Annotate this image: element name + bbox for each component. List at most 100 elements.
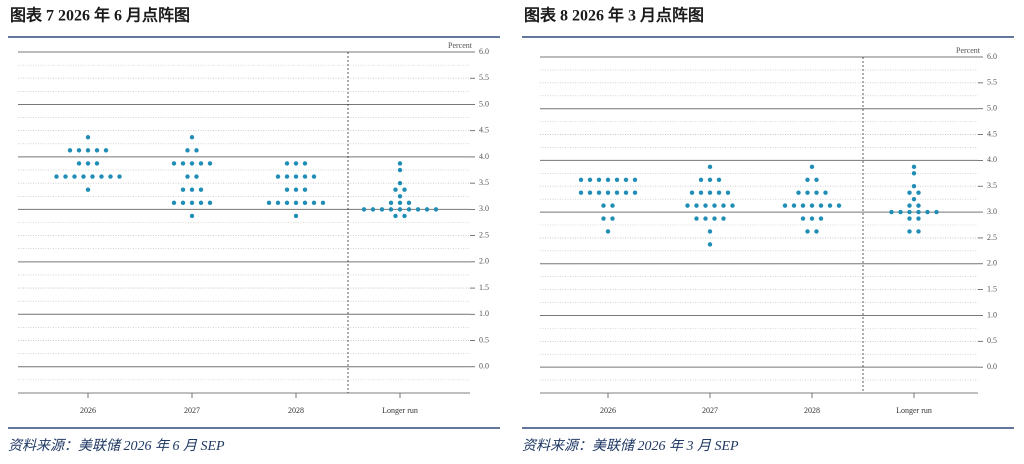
dot: [397, 194, 403, 199]
dot: [388, 207, 394, 212]
dot: [610, 203, 615, 208]
dot: [388, 200, 394, 206]
x-tick-label: 2027: [702, 406, 718, 415]
x-tick-label: Longer run: [382, 406, 418, 415]
dot: [171, 200, 177, 206]
dot: [397, 207, 403, 212]
x-tick-label: 2026: [600, 406, 616, 415]
y-tick-label: 4.0: [987, 155, 997, 164]
y-tick-label: 0.5: [987, 336, 997, 345]
dot: [836, 203, 842, 208]
y-tick-label: 3.0: [479, 204, 489, 213]
dot: [63, 174, 68, 179]
dot: [94, 148, 100, 153]
y-tick-label: 2.5: [987, 233, 997, 242]
dot: [911, 164, 917, 170]
dot: [782, 203, 788, 208]
dot: [103, 148, 109, 153]
dot: [266, 200, 272, 206]
dot: [601, 216, 606, 221]
dot: [99, 174, 104, 179]
dot: [707, 242, 713, 247]
chart-title: 图表 7 2026 年 6 月点阵图: [10, 6, 190, 25]
x-tick-label: 2027: [184, 406, 200, 415]
dot: [707, 164, 713, 170]
dot: [703, 203, 708, 208]
y-tick-label: 1.0: [987, 310, 997, 319]
dot: [712, 216, 717, 221]
dot: [85, 187, 91, 192]
chart-title: 图表 8 2026 年 3 月点阵图: [524, 6, 704, 25]
dot: [716, 190, 722, 195]
dot: [587, 177, 593, 182]
dot: [85, 161, 91, 166]
y-axis-label: Percent: [956, 46, 981, 55]
dot: [415, 207, 421, 212]
source: 资料来源：美联储 2026 年 6 月 SEP: [8, 438, 225, 454]
dot: [185, 148, 190, 153]
y-tick-label: 2.5: [479, 230, 489, 239]
dot: [916, 209, 921, 215]
dot: [293, 187, 299, 192]
dot: [907, 190, 912, 195]
dot: [916, 203, 921, 208]
dot: [725, 190, 731, 195]
dot: [814, 229, 819, 234]
dot: [730, 203, 735, 208]
dot: [934, 209, 939, 215]
dot: [185, 174, 190, 179]
dot: [194, 148, 199, 153]
dot: [809, 164, 815, 170]
dot: [90, 174, 95, 179]
dot: [805, 229, 810, 234]
dot: [293, 213, 299, 219]
dot: [791, 203, 797, 208]
dot: [596, 177, 602, 182]
dot: [911, 196, 917, 202]
dot: [605, 190, 611, 195]
dot: [397, 167, 403, 173]
dot: [707, 229, 713, 234]
dot: [108, 174, 113, 179]
dot: [925, 209, 930, 215]
dot: [916, 216, 921, 221]
y-tick-label: 2.0: [987, 259, 997, 268]
dot: [284, 200, 290, 206]
dot: [72, 174, 77, 179]
y-tick-label: 4.5: [479, 126, 489, 135]
dot: [284, 161, 290, 166]
dot: [907, 209, 912, 215]
dot: [189, 187, 195, 192]
dot: [180, 187, 186, 192]
dot: [198, 161, 204, 166]
y-tick-label: 3.0: [987, 207, 997, 216]
dot: [284, 174, 290, 179]
dot: [916, 190, 921, 195]
y-tick-label: 1.5: [987, 284, 997, 293]
dot: [370, 207, 376, 212]
x-tick-label: Longer run: [896, 406, 932, 415]
dot: [85, 135, 91, 140]
dot: [207, 161, 213, 166]
y-tick-label: 5.0: [987, 104, 997, 113]
y-tick-label: 2.0: [479, 257, 489, 266]
dot: [818, 216, 824, 221]
dot: [284, 187, 290, 192]
dot: [406, 207, 412, 212]
dot: [76, 148, 82, 153]
dot: [94, 161, 100, 166]
y-tick-label: 0.0: [987, 362, 997, 371]
dot: [406, 200, 412, 206]
y-tick-label: 5.5: [987, 78, 997, 87]
dot: [809, 216, 815, 221]
dot: [911, 171, 917, 176]
dot: [171, 161, 177, 166]
dot: [207, 200, 213, 206]
dot: [393, 213, 398, 219]
dot: [180, 200, 186, 206]
dot: [809, 203, 815, 208]
dot: [898, 209, 903, 215]
dot: [189, 213, 195, 219]
dot: [605, 177, 611, 182]
dot: [424, 207, 430, 212]
